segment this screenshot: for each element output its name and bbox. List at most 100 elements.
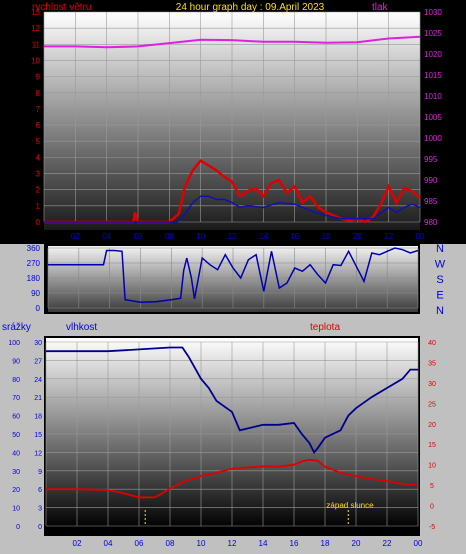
panel2-grid bbox=[47, 247, 419, 309]
hour-tick: 04 bbox=[104, 539, 113, 548]
wind-speed-label: rychlost větru bbox=[32, 2, 91, 13]
panel2-left-axis-bg bbox=[0, 244, 44, 314]
hour-tick: 04 bbox=[102, 232, 111, 241]
hour-tick: 22 bbox=[383, 539, 392, 548]
wind-speed-tick: 12 bbox=[31, 24, 40, 33]
hour-tick: 16 bbox=[290, 232, 299, 241]
hour-tick: 06 bbox=[134, 232, 143, 241]
wind-speed-tick: 8 bbox=[36, 89, 41, 98]
panel1-right-axis-bg bbox=[420, 12, 466, 230]
wind-speed-tick: 5 bbox=[36, 137, 41, 146]
pressure-tick: 1000 bbox=[424, 134, 442, 143]
humidity-tick: 21 bbox=[34, 395, 42, 402]
compass-label: N bbox=[436, 243, 444, 255]
humidity-tick: 24 bbox=[34, 377, 42, 384]
pressure-tick: 1015 bbox=[424, 71, 442, 80]
panel3-grid bbox=[45, 341, 419, 527]
hour-tick: 08 bbox=[165, 232, 174, 241]
wind-speed-tick: 1 bbox=[36, 202, 41, 211]
direction-tick: 90 bbox=[31, 289, 40, 298]
hour-tick: 12 bbox=[228, 232, 237, 241]
wind-direction-line bbox=[48, 247, 419, 303]
pressure-tick: 1010 bbox=[424, 92, 442, 101]
wind-speed-tick: 7 bbox=[36, 105, 41, 114]
panel2-series bbox=[48, 247, 419, 303]
wind-speed-tick: 13 bbox=[31, 8, 40, 17]
hour-tick: 20 bbox=[352, 539, 361, 548]
wind-speed-tick: 0 bbox=[36, 218, 41, 227]
panel1-series bbox=[44, 35, 421, 224]
pressure-label: tlak bbox=[372, 2, 389, 13]
chart-title: 24 hour graph day : 09.April 2023 bbox=[176, 2, 325, 13]
precipitation-tick: 10 bbox=[12, 506, 20, 513]
temperature-label: teplota bbox=[310, 322, 340, 333]
hour-tick: 20 bbox=[353, 232, 362, 241]
pressure-tick: 980 bbox=[424, 218, 438, 227]
hour-tick: 06 bbox=[135, 539, 144, 548]
humidity-tick: 12 bbox=[34, 450, 42, 457]
temperature-tick: -5 bbox=[429, 524, 435, 531]
precipitation-tick: 0 bbox=[16, 524, 20, 531]
precipitation-tick: 80 bbox=[12, 377, 20, 384]
hour-tick: 02 bbox=[71, 232, 80, 241]
precipitation-tick: 90 bbox=[12, 358, 20, 365]
pressure-tick: 1025 bbox=[424, 29, 442, 38]
compass-label: E bbox=[436, 290, 443, 302]
temperature-tick: 25 bbox=[428, 401, 436, 408]
pressure-line bbox=[44, 35, 421, 49]
wind-speed-tick: 9 bbox=[36, 73, 41, 82]
humidity-tick: 9 bbox=[38, 469, 42, 476]
title-bar bbox=[0, 0, 466, 12]
precipitation-tick: 20 bbox=[12, 487, 20, 494]
precipitation-tick: 30 bbox=[12, 469, 20, 476]
hour-tick: 18 bbox=[321, 539, 330, 548]
temperature-tick: 35 bbox=[428, 360, 436, 367]
pressure-tick: 1020 bbox=[424, 50, 442, 59]
direction-tick: 360 bbox=[27, 244, 41, 253]
humidity-tick: 18 bbox=[34, 414, 42, 421]
direction-tick: 270 bbox=[27, 259, 41, 268]
hour-tick: 14 bbox=[259, 539, 268, 548]
humidity-tick: 27 bbox=[34, 358, 42, 365]
temperature-line bbox=[46, 458, 419, 499]
temperature-tick: 30 bbox=[428, 381, 436, 388]
humidity-tick: 30 bbox=[34, 340, 42, 347]
hour-tick: 00 bbox=[416, 232, 425, 241]
pressure-tick: 985 bbox=[424, 197, 438, 206]
temperature-tick: 10 bbox=[428, 463, 436, 470]
hour-tick: 22 bbox=[384, 232, 393, 241]
pressure-tick: 995 bbox=[424, 155, 438, 164]
hour-tick: 10 bbox=[196, 232, 205, 241]
hour-tick: 18 bbox=[322, 232, 331, 241]
panel1-left-axis-bg bbox=[0, 12, 44, 230]
compass-label: N bbox=[436, 305, 444, 317]
direction-tick: 0 bbox=[36, 304, 41, 313]
hour-tick: 14 bbox=[259, 232, 268, 241]
hour-tick: 08 bbox=[166, 539, 175, 548]
pressure-tick: 1030 bbox=[424, 8, 442, 17]
compass-label: W bbox=[435, 259, 446, 271]
wind-speed-tick: 11 bbox=[32, 40, 41, 49]
hour-tick: 12 bbox=[228, 539, 237, 548]
humidity-tick: 0 bbox=[38, 524, 42, 531]
temperature-tick: 20 bbox=[428, 422, 436, 429]
temperature-tick: 5 bbox=[430, 483, 434, 490]
wind-gust-line bbox=[44, 195, 421, 223]
hour-tick: 16 bbox=[290, 539, 299, 548]
pressure-tick: 1005 bbox=[424, 113, 442, 122]
humidity-line bbox=[46, 346, 418, 455]
humidity-tick: 15 bbox=[34, 432, 42, 439]
panel1-bottom-axis-bg bbox=[0, 230, 466, 244]
sunset-label: západ slunce bbox=[326, 501, 374, 510]
hour-tick: 10 bbox=[197, 539, 206, 548]
wind-speed-tick: 6 bbox=[36, 121, 41, 130]
direction-tick: 180 bbox=[27, 274, 41, 283]
precipitation-tick: 40 bbox=[12, 450, 20, 457]
humidity-tick: 3 bbox=[38, 506, 42, 513]
precipitation-label: srážky bbox=[2, 322, 31, 333]
temperature-tick: 40 bbox=[428, 340, 436, 347]
